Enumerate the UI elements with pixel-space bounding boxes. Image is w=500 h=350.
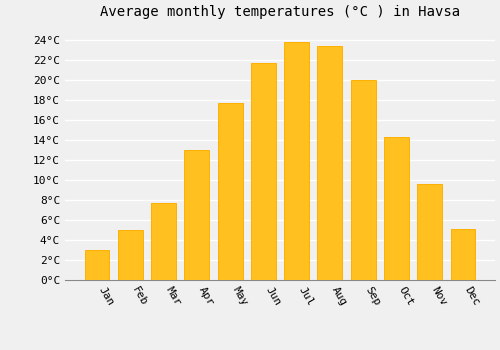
Bar [151,203,176,280]
Bar [251,63,276,280]
Bar [384,137,409,280]
Bar [218,103,242,280]
Bar [450,229,475,280]
Bar [350,79,376,280]
Bar [318,46,342,280]
Title: Average monthly temperatures (°C ) in Havsa: Average monthly temperatures (°C ) in Ha… [100,5,460,19]
Bar [417,184,442,280]
Bar [184,150,210,280]
Bar [84,250,110,280]
Bar [284,42,309,280]
Bar [118,230,143,280]
